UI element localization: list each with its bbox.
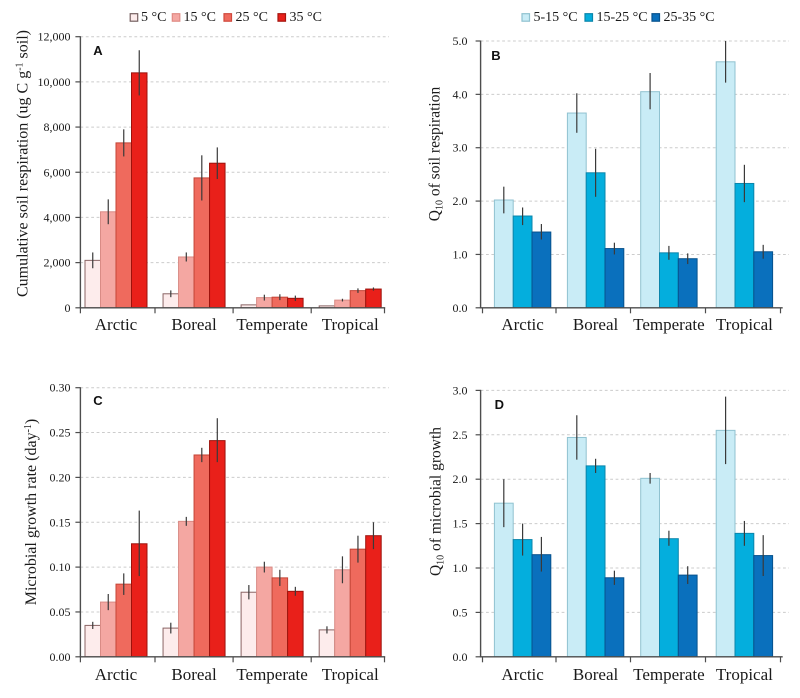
svg-text:0.0: 0.0: [453, 301, 468, 315]
svg-text:A: A: [93, 43, 103, 58]
svg-text:10,000: 10,000: [38, 75, 71, 89]
svg-text:1.0: 1.0: [453, 247, 468, 261]
svg-text:Arctic: Arctic: [501, 315, 544, 334]
svg-text:0.15: 0.15: [50, 515, 71, 529]
svg-text:5.0: 5.0: [453, 34, 468, 48]
svg-text:3.0: 3.0: [453, 383, 468, 397]
svg-text:0.5: 0.5: [453, 605, 468, 619]
svg-text:2.0: 2.0: [453, 472, 468, 486]
svg-text:B: B: [491, 48, 500, 63]
svg-text:1.0: 1.0: [453, 561, 468, 575]
svg-text:Boreal: Boreal: [573, 315, 619, 334]
svg-text:5-15 °C: 5-15 °C: [534, 10, 578, 25]
svg-text:2.0: 2.0: [453, 194, 468, 208]
svg-text:Q10 of soil respiration: Q10 of soil respiration: [427, 87, 446, 222]
svg-text:Boreal: Boreal: [171, 665, 217, 684]
svg-text:Cumulative soil respiration (u: Cumulative soil respiration (ug C g-1 so…: [15, 30, 32, 297]
svg-text:0.20: 0.20: [50, 470, 71, 484]
svg-text:0.30: 0.30: [50, 381, 71, 395]
svg-text:Tropical: Tropical: [716, 665, 773, 684]
svg-text:12,000: 12,000: [38, 30, 71, 44]
svg-text:D: D: [495, 397, 504, 412]
svg-text:3.0: 3.0: [453, 141, 468, 155]
svg-text:4.0: 4.0: [453, 87, 468, 101]
svg-text:Arctic: Arctic: [95, 315, 138, 334]
svg-text:Q10 of microbial growth: Q10 of microbial growth: [428, 427, 447, 576]
svg-text:0.10: 0.10: [50, 560, 71, 574]
svg-text:Temperate: Temperate: [236, 665, 308, 684]
svg-text:0.00: 0.00: [50, 650, 71, 664]
svg-text:Arctic: Arctic: [95, 665, 138, 684]
svg-text:1.5: 1.5: [453, 517, 468, 531]
svg-text:0.0: 0.0: [453, 650, 468, 664]
svg-text:5 °C: 5 °C: [141, 10, 166, 25]
svg-text:25-35 °C: 25-35 °C: [664, 10, 715, 25]
svg-text:Temperate: Temperate: [236, 315, 308, 334]
svg-text:Temperate: Temperate: [633, 665, 705, 684]
svg-text:Tropical: Tropical: [716, 315, 773, 334]
svg-text:0.05: 0.05: [50, 605, 71, 619]
svg-text:35 °C: 35 °C: [290, 10, 322, 25]
svg-text:Tropical: Tropical: [322, 665, 379, 684]
svg-text:15-25 °C: 15-25 °C: [597, 10, 648, 25]
svg-text:C: C: [93, 393, 103, 408]
svg-text:4,000: 4,000: [44, 210, 71, 224]
svg-text:Boreal: Boreal: [171, 315, 217, 334]
svg-text:Boreal: Boreal: [573, 665, 619, 684]
svg-text:0.25: 0.25: [50, 426, 71, 440]
svg-text:Arctic: Arctic: [501, 665, 544, 684]
svg-text:15 °C: 15 °C: [184, 10, 216, 25]
svg-text:25 °C: 25 °C: [236, 10, 268, 25]
svg-text:Temperate: Temperate: [633, 315, 705, 334]
svg-text:0: 0: [65, 301, 71, 315]
svg-text:2,000: 2,000: [44, 256, 71, 270]
svg-text:2.5: 2.5: [453, 428, 468, 442]
svg-text:6,000: 6,000: [44, 165, 71, 179]
svg-text:Tropical: Tropical: [322, 315, 379, 334]
svg-text:Microbial growth rate (day-1): Microbial growth rate (day-1): [23, 419, 40, 606]
svg-text:8,000: 8,000: [44, 120, 71, 134]
